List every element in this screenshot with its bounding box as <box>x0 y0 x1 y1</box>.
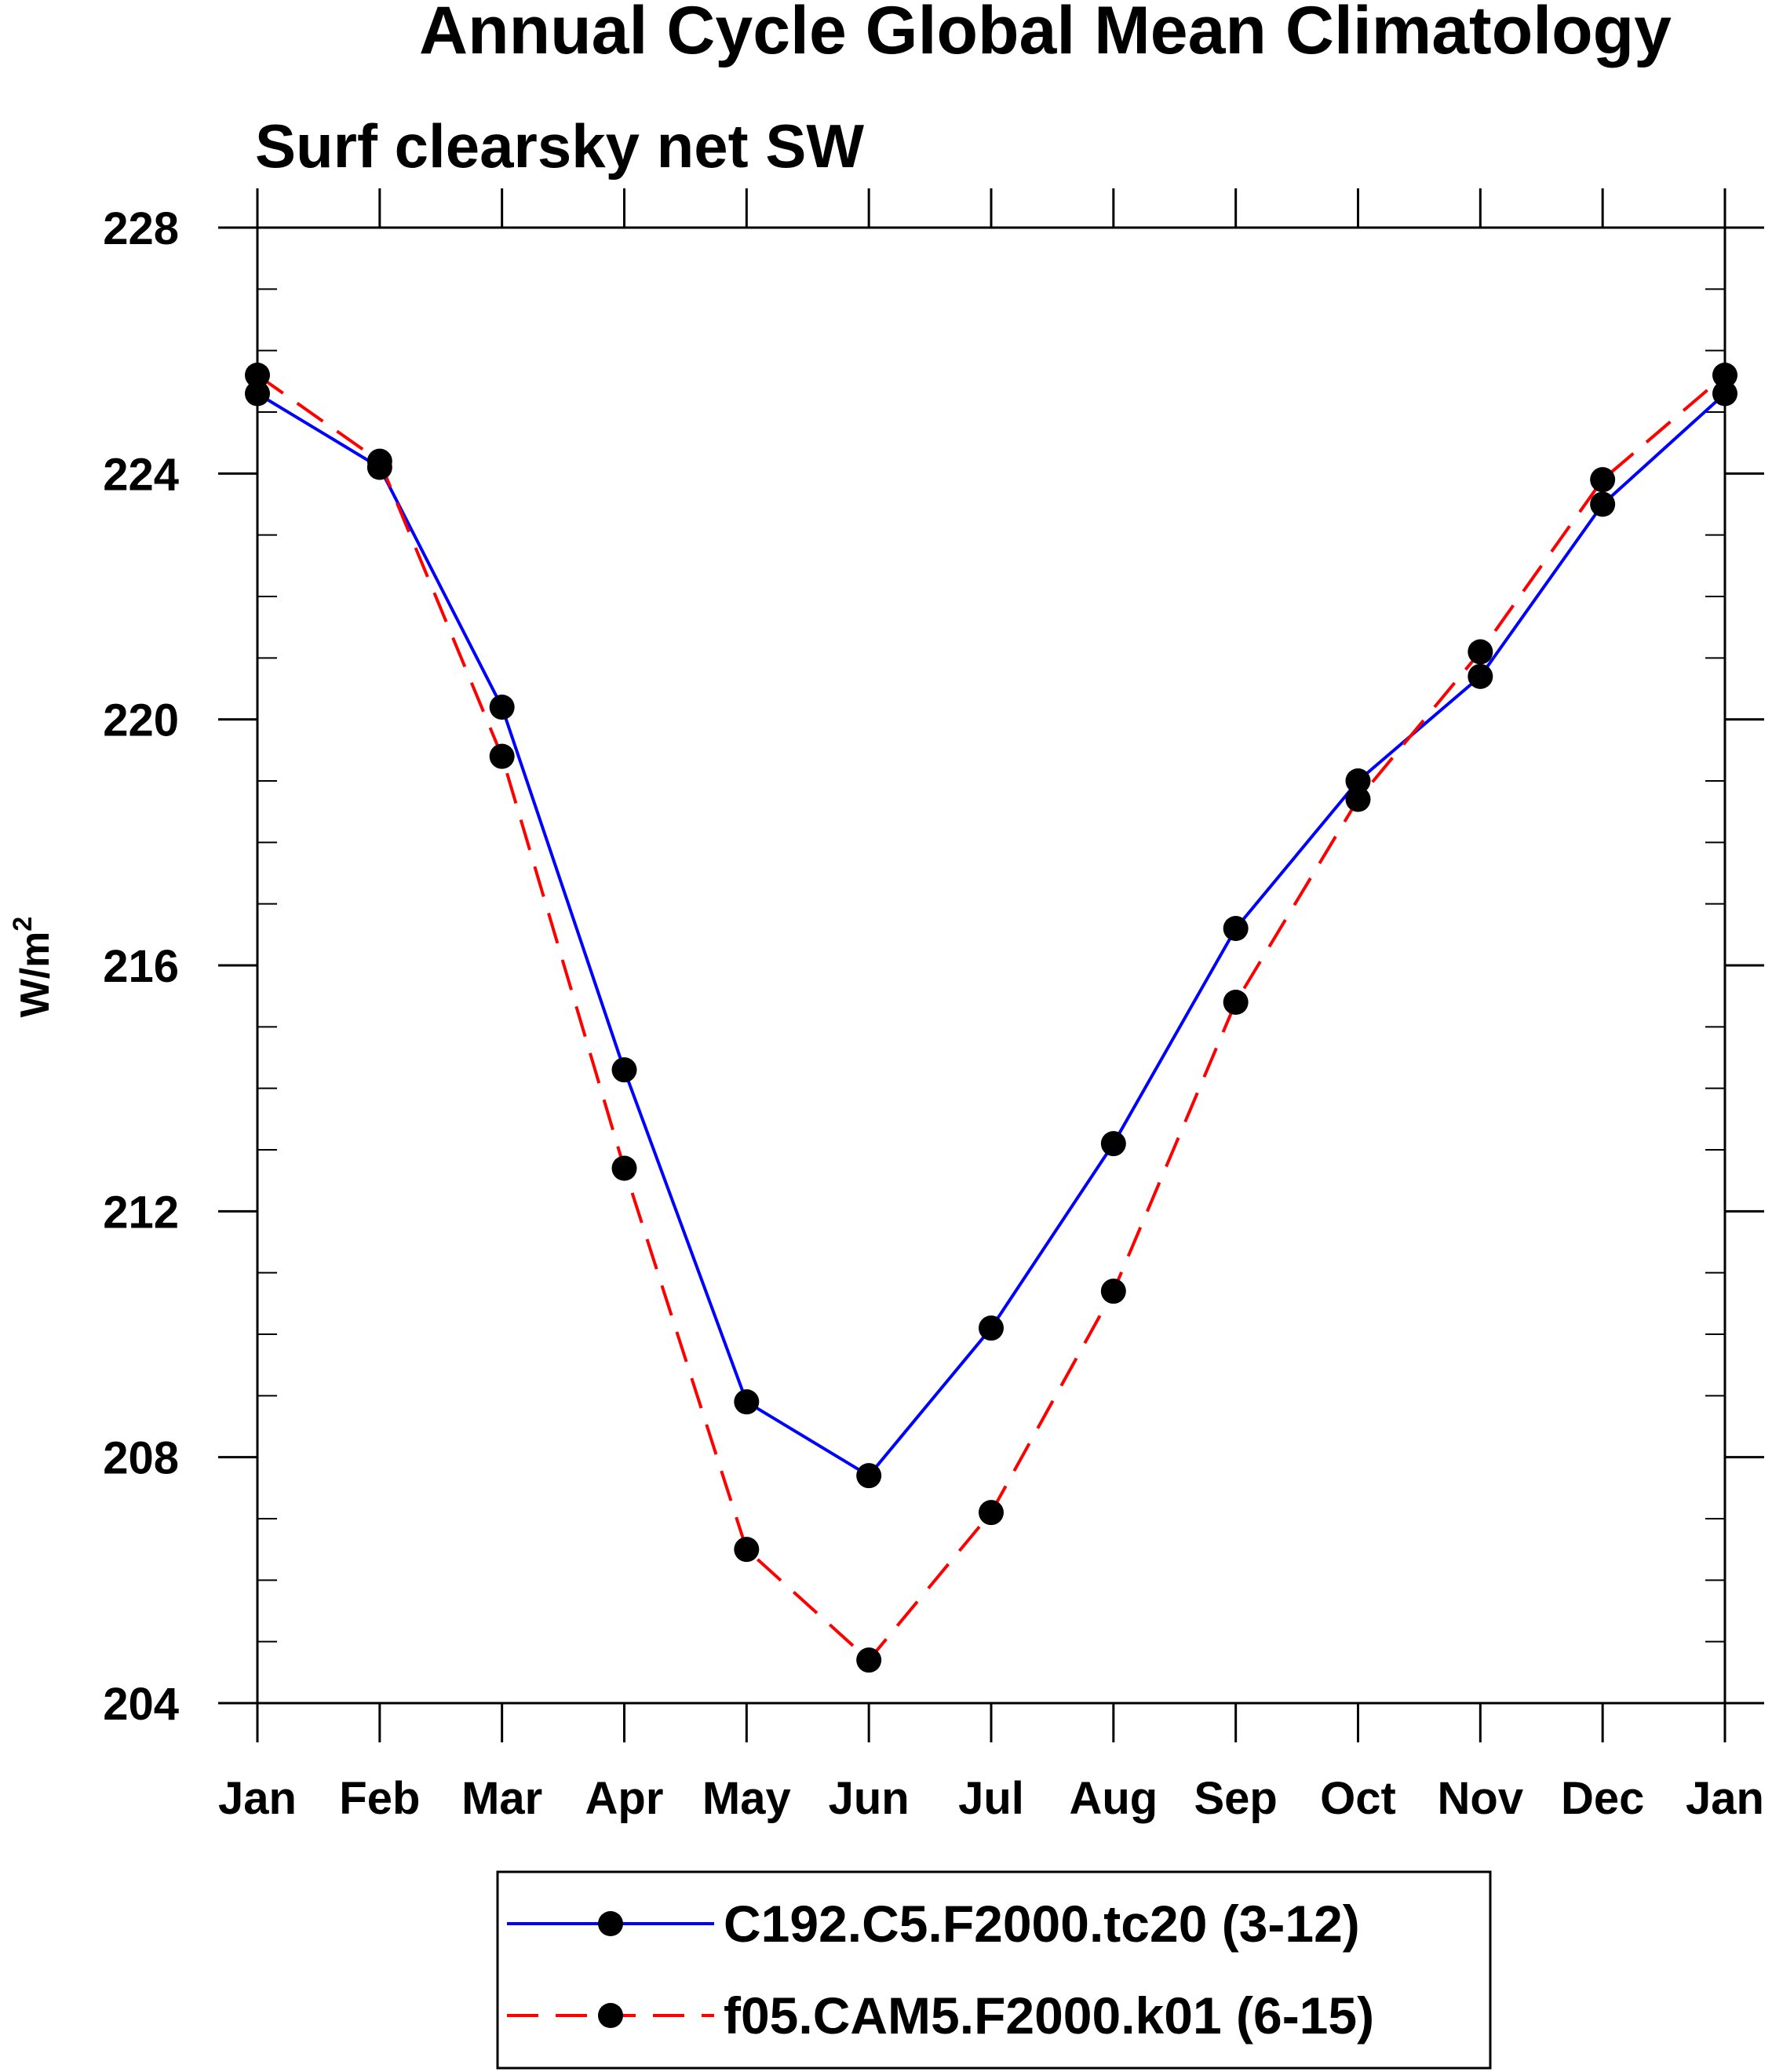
series-1-point <box>1468 663 1493 689</box>
legend-box <box>496 1870 1492 2070</box>
x-tick-label: Nov <box>1438 1773 1524 1824</box>
chart-subtitle: Surf clearsky net SW <box>255 111 864 181</box>
series-1-point <box>734 1389 760 1415</box>
series-2-point <box>734 1537 760 1563</box>
x-tick-label: Sep <box>1194 1773 1277 1824</box>
series-1-point <box>1590 491 1616 517</box>
y-tick-label: 212 <box>103 1187 179 1238</box>
chart-title: Annual Cycle Global Mean Climatology <box>419 0 1672 68</box>
series-2-point <box>1712 363 1737 388</box>
x-tick-label: May <box>702 1773 791 1824</box>
y-axis-label: W/m2 <box>8 917 58 1018</box>
legend-label-series-2: f05.CAM5.F2000.k01 (6-15) <box>724 1986 1374 2045</box>
series-lines <box>256 374 1726 1663</box>
series-line-2 <box>256 374 1726 1663</box>
series-1-point <box>611 1057 637 1083</box>
axes: Jan Feb Mar Apr May Jun Jul Aug Sep Oct Nov Dec Jan 2… <box>103 188 1764 1824</box>
series-1-point <box>1223 916 1249 941</box>
series-2-point <box>366 448 392 474</box>
series-2-point <box>856 1647 882 1673</box>
x-tick-label: Oct <box>1320 1773 1396 1824</box>
x-tick-label: Mar <box>461 1773 542 1824</box>
series-2-point <box>1468 639 1493 665</box>
y-axis-label-superscript: 2 <box>8 917 38 932</box>
plot-frame <box>256 226 1726 1705</box>
x-tick-label: Feb <box>339 1773 420 1824</box>
x-tick-label: Jan <box>218 1773 297 1824</box>
series-2-point <box>489 743 515 769</box>
series-markers <box>245 363 1737 1673</box>
series-1-point <box>979 1315 1004 1341</box>
y-tick-label: 220 <box>103 695 179 746</box>
legend-marker-series-1 <box>598 1911 623 1936</box>
series-1-point <box>245 381 270 407</box>
y-tick-label: 228 <box>103 203 179 254</box>
series-2-point <box>1345 786 1371 812</box>
series-1-point <box>1100 1131 1126 1157</box>
y-tick-label: 204 <box>103 1679 179 1730</box>
x-tick-label: Jun <box>829 1773 910 1824</box>
x-tick-label: Aug <box>1069 1773 1158 1824</box>
x-tick-label: Jul <box>958 1773 1024 1824</box>
series-2-point <box>979 1500 1004 1526</box>
x-tick-label: Dec <box>1561 1773 1644 1824</box>
series-line-1 <box>256 392 1726 1478</box>
x-tick-label: Jan <box>1686 1773 1764 1824</box>
series-2-point <box>1590 467 1616 493</box>
y-tick-label: 208 <box>103 1433 179 1484</box>
series-1-point <box>489 695 515 720</box>
series-2-point <box>1223 990 1249 1015</box>
y-tick-label: 224 <box>103 449 179 500</box>
legend-label-series-1: C192.C5.F2000.tc20 (3-12) <box>724 1895 1360 1953</box>
series-1-point <box>1345 768 1371 793</box>
series-2-point <box>611 1155 637 1181</box>
svg-text:W/m2: W/m2 <box>8 917 58 1018</box>
legend-marker-series-2 <box>598 2003 623 2028</box>
legend: C192.C5.F2000.tc20 (3-12) f05.CAM5.F2000… <box>496 1870 1492 2070</box>
series-2-point <box>245 363 270 388</box>
series-1-point <box>856 1463 882 1489</box>
y-axis-label-base: W/m <box>13 932 58 1018</box>
series-2-point <box>1100 1279 1126 1304</box>
series-1-point <box>1712 381 1737 407</box>
y-tick-label: 216 <box>103 941 179 992</box>
x-tick-label: Apr <box>585 1773 664 1824</box>
